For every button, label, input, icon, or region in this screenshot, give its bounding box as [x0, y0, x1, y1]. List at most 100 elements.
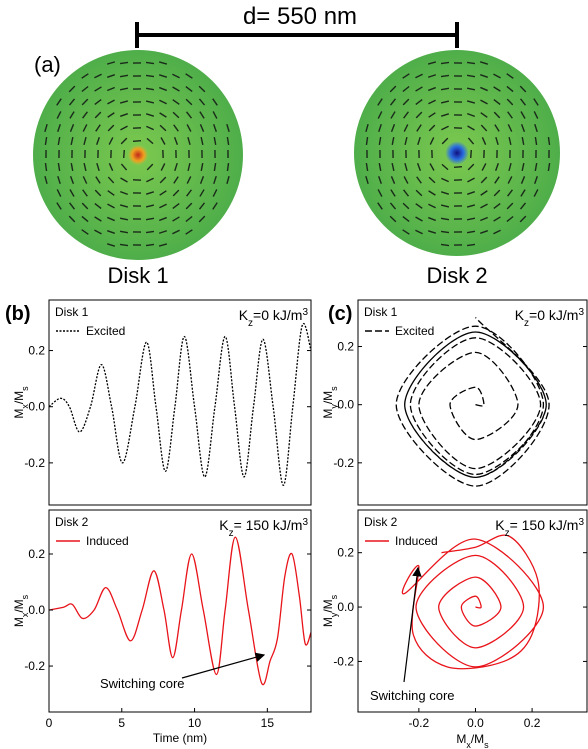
spin-arrow	[416, 124, 422, 132]
spin-arrow	[479, 61, 489, 65]
spin-arrow	[440, 100, 450, 104]
spin-arrow	[494, 176, 500, 184]
spin-arrow	[120, 190, 128, 196]
y-tick-label: -0.2	[333, 654, 354, 668]
spin-arrow	[402, 202, 410, 210]
spin-arrow	[466, 191, 476, 195]
spin-arrow	[119, 74, 129, 78]
x-axis-label: Time (nm)	[153, 731, 207, 745]
spin-arrow	[159, 216, 167, 222]
spin-arrow	[96, 136, 100, 146]
spin-arrow	[145, 113, 155, 117]
spin-arrow	[159, 203, 167, 209]
spin-arrow	[466, 100, 476, 104]
spin-arrow	[173, 137, 179, 145]
spin-arrow	[428, 176, 436, 184]
spin-arrow	[403, 111, 409, 119]
spin-arrow	[428, 124, 436, 132]
spin-arrow	[391, 162, 395, 172]
spin-arrow	[378, 123, 382, 133]
spin-arrow	[57, 175, 61, 185]
spin-arrow	[377, 202, 383, 210]
spin-arrow	[187, 162, 191, 172]
spin-arrow	[417, 136, 421, 146]
spin-arrow	[145, 217, 155, 221]
spin-arrow	[57, 162, 61, 172]
spin-arrow	[82, 189, 88, 197]
spin-arrow	[428, 203, 436, 209]
spin-arrow	[390, 189, 396, 197]
spin-arrow	[377, 98, 383, 106]
spin-arrow	[199, 176, 205, 184]
spin-arrow	[520, 189, 526, 197]
spin-arrow	[119, 87, 129, 91]
kz-part: z	[229, 528, 234, 539]
spin-arrow	[494, 124, 500, 132]
spin-arrow	[186, 124, 192, 132]
kz-part: K	[239, 307, 249, 323]
spin-arrow	[467, 177, 475, 183]
spin-arrow	[428, 112, 436, 118]
spin-arrow	[69, 189, 75, 197]
spin-arrow	[377, 189, 383, 197]
spin-arrow	[493, 86, 501, 92]
spin-arrow	[470, 149, 472, 159]
spin-arrow	[146, 177, 154, 183]
spin-arrow	[519, 85, 527, 93]
spin-arrow	[213, 162, 217, 172]
spin-arrow	[480, 176, 488, 184]
y-tick-label: -0.2	[24, 456, 45, 470]
spin-arrow	[174, 162, 178, 172]
spin-arrow	[81, 98, 89, 106]
label-part: /M	[12, 599, 26, 612]
kz-part: 3	[302, 307, 308, 318]
spin-arrow	[81, 73, 89, 79]
spin-arrow	[226, 136, 230, 146]
disk	[33, 50, 243, 260]
spin-arrow	[389, 85, 397, 93]
spin-arrow	[466, 230, 476, 234]
spin-arrow	[404, 162, 408, 172]
legend-title: Disk 1	[364, 305, 398, 319]
spin-arrow	[158, 230, 168, 234]
spin-arrow	[187, 136, 191, 146]
spin-arrow	[389, 215, 397, 223]
spin-arrow	[81, 202, 89, 210]
spin-arrow	[70, 136, 74, 146]
panel-label: (a)	[34, 52, 61, 77]
label-part: M	[321, 409, 335, 419]
spin-arrow	[466, 243, 476, 247]
spin-arrow	[145, 87, 155, 91]
spin-arrow	[404, 136, 408, 146]
kz-part: K	[495, 517, 505, 533]
spin-arrow	[402, 98, 410, 106]
legend-title: Disk 2	[55, 515, 89, 529]
data-line	[49, 536, 311, 686]
legend-title: Disk 1	[55, 305, 89, 319]
spin-arrow	[107, 112, 115, 118]
spin-arrow	[159, 99, 167, 105]
spin-arrow	[495, 162, 499, 172]
spin-arrow	[547, 136, 551, 146]
spin-arrow	[479, 230, 489, 234]
spin-arrow	[480, 124, 488, 132]
subscript: x	[20, 612, 30, 617]
spin-arrow	[70, 162, 74, 172]
spin-arrow	[200, 162, 204, 172]
spin-arrow	[44, 162, 48, 172]
spin-arrow	[428, 99, 436, 105]
spin-arrow	[107, 86, 115, 92]
spin-arrow	[466, 204, 476, 208]
spin-arrow	[158, 61, 168, 65]
spin-arrow	[212, 98, 218, 106]
label-part: M	[12, 617, 26, 627]
spin-arrow	[94, 73, 102, 79]
panel-label: (c)	[328, 303, 352, 325]
y-tick-label: 0.2	[28, 547, 45, 561]
kz-part: =0 kJ/m	[253, 307, 302, 323]
spin-arrow	[159, 86, 167, 92]
spin-arrow	[480, 216, 488, 222]
spin-arrow	[81, 85, 89, 93]
spin-arrow	[69, 176, 75, 184]
spin-arrow	[402, 189, 410, 197]
